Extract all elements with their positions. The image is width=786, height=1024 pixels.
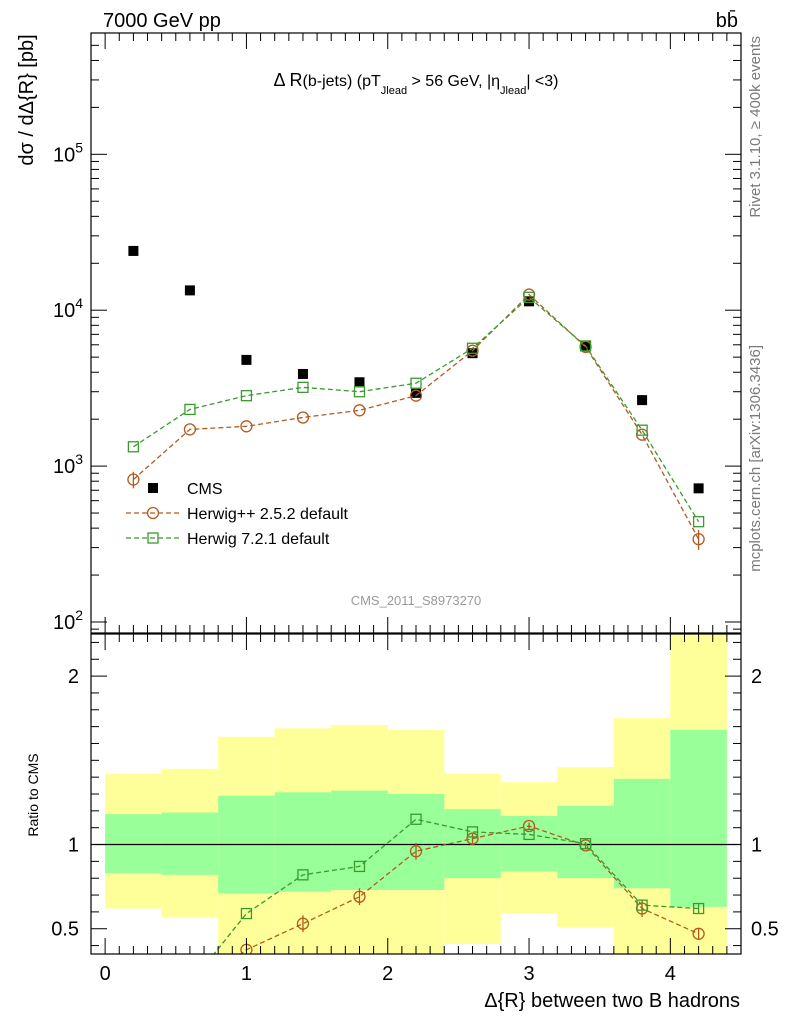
y-tick-label: 102 [53, 607, 83, 634]
ratio-y-tick-label-right: 2 [751, 666, 762, 688]
main-ylabel: dσ / dΔ{R} [pb] [16, 34, 38, 165]
legend-marker [147, 532, 159, 544]
ratio-point [240, 907, 253, 920]
mc-point [466, 342, 479, 354]
mc-point [127, 473, 140, 486]
mcplots-reference-label: mcplots.cern.ch [arXiv:1306.3436] [747, 345, 764, 572]
ratio-y-tick-label-right: 0.5 [751, 919, 779, 941]
header-left: 7000 GeV pp [103, 10, 221, 32]
data-point [693, 483, 704, 494]
series-0 [128, 245, 704, 494]
legend-marker [148, 483, 158, 493]
legend-label: Herwig++ 2.5.2 default [187, 506, 349, 523]
legend-marker [146, 506, 160, 520]
mc-point [579, 340, 592, 352]
mc-point [692, 532, 705, 546]
ratio-point [579, 838, 592, 850]
y-tick-label: 104 [53, 295, 83, 322]
uncertainty-bands [105, 634, 727, 954]
data-point [128, 245, 139, 256]
ratio-y-tick-label: 0.5 [51, 919, 79, 941]
ratio-point [296, 917, 310, 930]
ratio-ylabel: Ratio to CMS [25, 753, 41, 836]
band-inner [274, 792, 332, 892]
mc-point [240, 420, 253, 433]
band-inner [105, 814, 162, 874]
ratio-line [239, 825, 699, 954]
y-tick-label: 103 [53, 451, 83, 478]
legend-label: CMS [187, 481, 223, 498]
ratio-point [353, 890, 366, 903]
mc-point [184, 403, 196, 416]
mc-point [183, 423, 197, 436]
x-tick-label: 0 [100, 963, 111, 985]
ratio-point [466, 832, 479, 845]
series-line [133, 296, 700, 523]
mc-point [240, 390, 253, 402]
ratio-series-0 [239, 819, 705, 954]
data-point [354, 377, 365, 388]
x-tick-label: 2 [382, 963, 393, 985]
ratio-point [692, 902, 705, 915]
mc-point [636, 424, 648, 436]
mc-point [127, 441, 140, 453]
ratio-xlabel: Δ{R} between two B hadrons [484, 990, 740, 1012]
band-inner [387, 794, 445, 890]
x-tick-label: 1 [241, 963, 252, 985]
ratio-point [297, 869, 309, 881]
ratio-y-tick-label: 2 [68, 666, 79, 688]
mc-point [297, 381, 309, 394]
data-point [297, 368, 308, 379]
header-right: bb̄ [716, 9, 738, 32]
y-tick-label: 105 [53, 139, 83, 166]
ratio-point [522, 819, 536, 833]
band-inner [161, 812, 219, 875]
mc-point [409, 389, 423, 402]
ratio-point [636, 899, 648, 911]
mc-point [410, 377, 422, 389]
ratio-point [523, 828, 535, 841]
x-tick-label: 3 [523, 963, 534, 985]
data-point [241, 354, 252, 365]
mc-point [692, 516, 705, 528]
legend: CMS Herwig++ 2.5.2 default Herwig 7.2.1 de… [126, 481, 349, 548]
ratio-point [353, 860, 366, 873]
series-line [132, 293, 700, 540]
main-title: Δ R(b-jets) (pTJlead > 56 GeV, |ηJlead| … [274, 70, 559, 97]
analysis-tag: CMS_2011_S8973270 [351, 593, 482, 608]
rivet-version-label: Rivet 3.1.10, ≥ 400k events [747, 36, 764, 218]
data-point [411, 387, 421, 398]
band-inner [331, 790, 388, 890]
ratio-panel: 0.5 0.5 1 1 2 2 0 1 2 3 4 Ratio to CMS Δ{R} betwee… [25, 633, 779, 1012]
ratio-point [409, 845, 423, 858]
main-panel: 102 103 104 105 Δ R(b-jets) (pTJlead > 56 G… [16, 32, 742, 634]
band-inner [670, 730, 727, 907]
mc-point [296, 411, 310, 424]
ratio-point [410, 813, 422, 825]
data-point [524, 296, 535, 307]
ratio-point [692, 927, 705, 940]
data-point [184, 285, 195, 296]
band-inner [613, 778, 671, 889]
data-point [637, 395, 648, 406]
series-2 [127, 291, 705, 528]
mc-point [523, 291, 535, 303]
ratio-point [466, 826, 479, 838]
mc-point [353, 386, 366, 398]
ratio-series-1 [213, 813, 705, 954]
legend-label: Herwig 7.2.1 default [187, 531, 330, 548]
x-tick-label: 4 [665, 963, 676, 985]
ratio-line [213, 818, 699, 954]
ratio-y-tick-label-right: 1 [751, 835, 762, 857]
mc-point [353, 404, 366, 417]
ratio-y-tick-label: 1 [68, 835, 79, 857]
